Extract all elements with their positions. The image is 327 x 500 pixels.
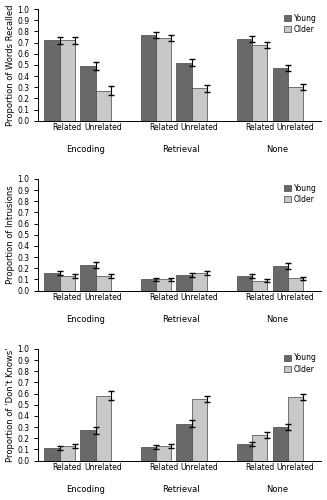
Bar [60, 40, 75, 120]
Text: Encoding: Encoding [66, 485, 105, 494]
Bar [273, 68, 288, 120]
Text: Encoding: Encoding [66, 146, 105, 154]
Bar [237, 444, 252, 460]
Bar [273, 266, 288, 290]
Bar [95, 276, 111, 290]
Text: None: None [267, 146, 288, 154]
Text: Retrieval: Retrieval [163, 146, 200, 154]
Bar [273, 427, 288, 460]
Bar [288, 397, 303, 460]
Bar [80, 430, 95, 460]
Text: Retrieval: Retrieval [163, 485, 200, 494]
Bar [141, 280, 156, 290]
Y-axis label: Proportion of Words Recalled: Proportion of Words Recalled [6, 4, 15, 126]
Bar [177, 424, 192, 461]
Legend: Young, Older: Young, Older [283, 183, 318, 204]
Bar [141, 447, 156, 460]
Legend: Young, Older: Young, Older [283, 352, 318, 374]
Bar [177, 275, 192, 290]
Bar [44, 273, 60, 290]
Bar [288, 87, 303, 120]
Bar [60, 276, 75, 290]
Bar [156, 446, 171, 460]
Bar [192, 88, 207, 120]
Text: Retrieval: Retrieval [163, 315, 200, 324]
Legend: Young, Older: Young, Older [283, 13, 318, 34]
Bar [192, 273, 207, 290]
Bar [80, 66, 95, 120]
Bar [177, 62, 192, 120]
Text: None: None [267, 485, 288, 494]
Bar [237, 276, 252, 290]
Bar [156, 280, 171, 290]
Bar [141, 34, 156, 120]
Bar [60, 446, 75, 460]
Text: None: None [267, 315, 288, 324]
Y-axis label: Proportion of ‘Don’t Knows’: Proportion of ‘Don’t Knows’ [6, 348, 15, 462]
Bar [44, 40, 60, 120]
Bar [95, 396, 111, 460]
Bar [44, 448, 60, 460]
Bar [192, 399, 207, 460]
Text: Encoding: Encoding [66, 315, 105, 324]
Bar [95, 90, 111, 120]
Bar [252, 280, 267, 290]
Y-axis label: Proportion of Intrusions: Proportion of Intrusions [6, 186, 15, 284]
Bar [237, 39, 252, 120]
Bar [80, 265, 95, 290]
Bar [252, 435, 267, 460]
Bar [156, 38, 171, 120]
Bar [252, 45, 267, 120]
Bar [288, 278, 303, 290]
